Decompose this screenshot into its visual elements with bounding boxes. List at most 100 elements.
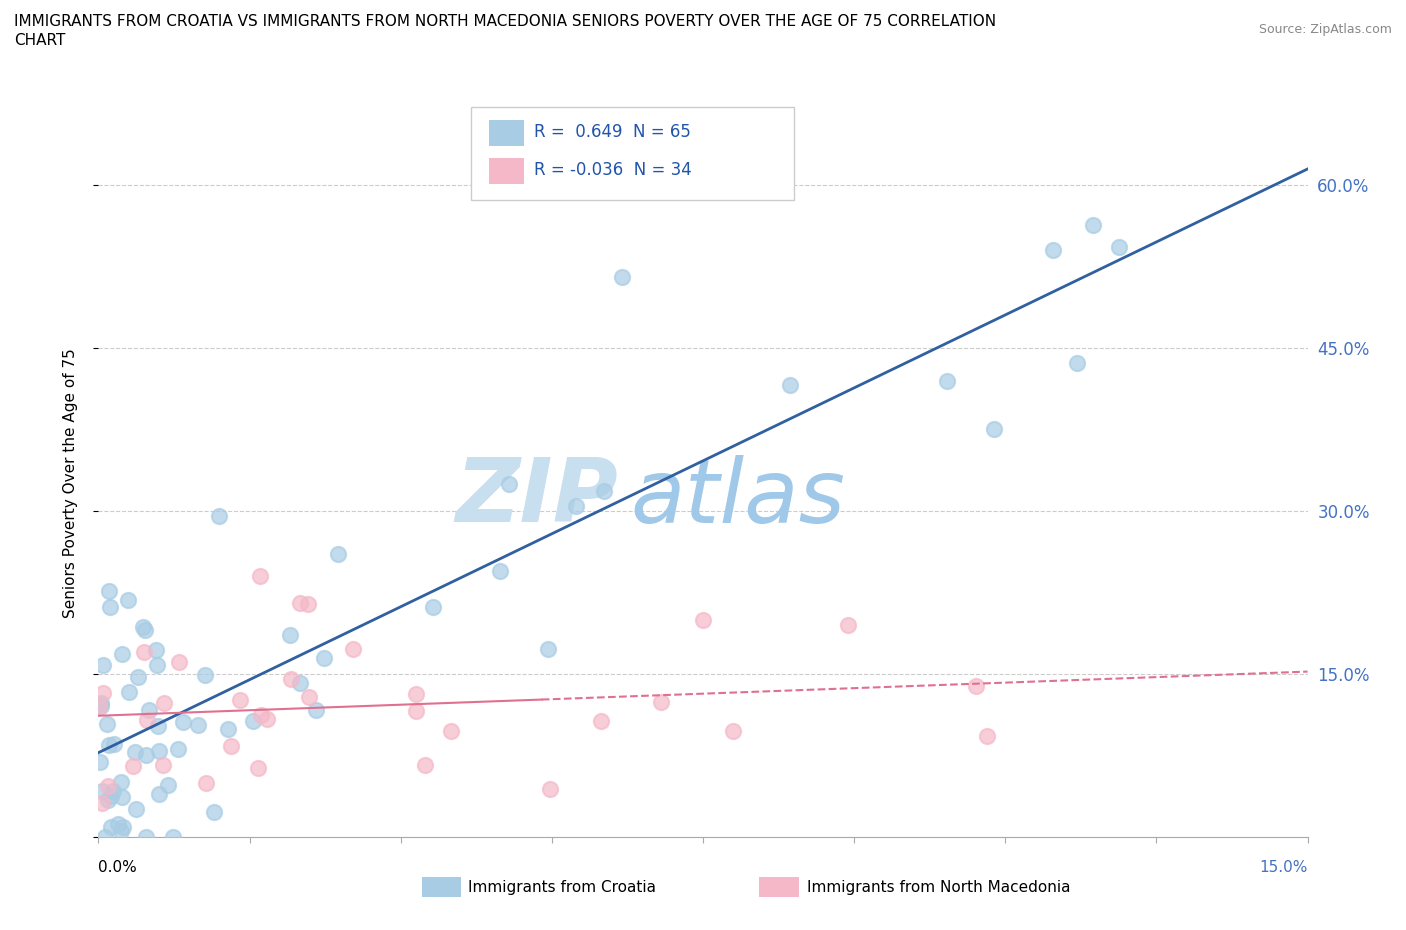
Point (117, 592, 139, 607)
Point (538, 781, 561, 796)
Point (121, 758, 143, 773)
Point (249, 568, 271, 583)
Point (256, 711, 278, 726)
Point (167, 655, 190, 670)
Point (138, 703, 160, 718)
Point (134, 645, 156, 660)
Point (249, 707, 271, 722)
Point (118, 684, 141, 699)
Point (537, 642, 560, 657)
Point (146, 658, 169, 672)
Point (146, 719, 169, 734)
Point (342, 641, 364, 656)
Point (202, 805, 225, 820)
Point (405, 703, 427, 718)
Text: 15.0%: 15.0% (1260, 860, 1308, 875)
Point (145, 643, 167, 658)
Point (97, 778, 120, 793)
Point (111, 790, 134, 804)
Point (91, 685, 114, 700)
Text: R = -0.036  N = 34: R = -0.036 N = 34 (534, 161, 692, 179)
Point (134, 622, 156, 637)
Point (326, 547, 349, 562)
Point (148, 744, 170, 759)
Text: R =  0.649  N = 65: R = 0.649 N = 65 (534, 123, 692, 141)
Point (650, 695, 672, 710)
Point (219, 738, 242, 753)
Point (1042, 243, 1064, 258)
Point (440, 724, 463, 738)
Point (976, 728, 998, 743)
Point (136, 712, 159, 727)
Point (565, 498, 588, 513)
Text: Immigrants from North Macedonia: Immigrants from North Macedonia (807, 880, 1070, 895)
Point (98, 737, 121, 752)
Point (195, 775, 218, 790)
Point (90, 795, 112, 810)
Point (124, 744, 146, 759)
Point (305, 702, 328, 717)
Point (107, 817, 129, 831)
Point (288, 676, 311, 691)
Point (1108, 240, 1130, 255)
Point (172, 714, 194, 729)
Point (936, 374, 959, 389)
Point (589, 713, 612, 728)
Point (90, 696, 112, 711)
Point (498, 477, 520, 492)
Point (152, 757, 174, 772)
Point (153, 696, 176, 711)
Point (983, 421, 1005, 436)
Point (127, 670, 149, 684)
Point (405, 686, 427, 701)
Point (162, 830, 184, 844)
Point (247, 761, 270, 776)
Point (166, 742, 188, 757)
Point (288, 596, 311, 611)
Point (135, 747, 157, 762)
Point (187, 718, 209, 733)
Point (135, 830, 157, 844)
Point (90, 698, 112, 713)
Point (96, 717, 118, 732)
Point (101, 783, 124, 798)
Point (97, 792, 120, 807)
Point (125, 802, 148, 817)
Text: atlas: atlas (630, 455, 845, 540)
Text: 0.0%: 0.0% (98, 860, 138, 875)
Point (1066, 356, 1088, 371)
Point (297, 596, 319, 611)
Text: IMMIGRANTS FROM CROATIA VS IMMIGRANTS FROM NORTH MACEDONIA SENIORS POVERTY OVER : IMMIGRANTS FROM CROATIA VS IMMIGRANTS FR… (14, 14, 997, 29)
Point (87, 699, 110, 714)
Text: Immigrants from Croatia: Immigrants from Croatia (468, 880, 657, 895)
Point (217, 722, 239, 737)
Point (110, 775, 132, 790)
Point (314, 651, 336, 666)
Point (100, 820, 122, 835)
Point (110, 823, 132, 838)
Point (692, 612, 714, 627)
Point (229, 693, 252, 708)
Point (593, 484, 616, 498)
Point (157, 777, 180, 792)
Point (91, 783, 114, 798)
Point (89, 754, 111, 769)
Point (1081, 218, 1104, 232)
Point (94, 830, 117, 844)
Point (103, 737, 125, 751)
Point (100, 600, 122, 615)
Point (298, 689, 321, 704)
Point (422, 600, 444, 615)
Point (148, 787, 170, 802)
Point (413, 758, 436, 773)
Point (278, 627, 301, 642)
Point (489, 564, 512, 578)
Point (280, 671, 302, 686)
Point (194, 668, 217, 683)
Point (965, 679, 987, 694)
Text: CHART: CHART (14, 33, 66, 47)
Text: ZIP: ZIP (456, 454, 619, 541)
Point (100, 788, 122, 803)
Point (837, 618, 859, 632)
Point (111, 646, 134, 661)
